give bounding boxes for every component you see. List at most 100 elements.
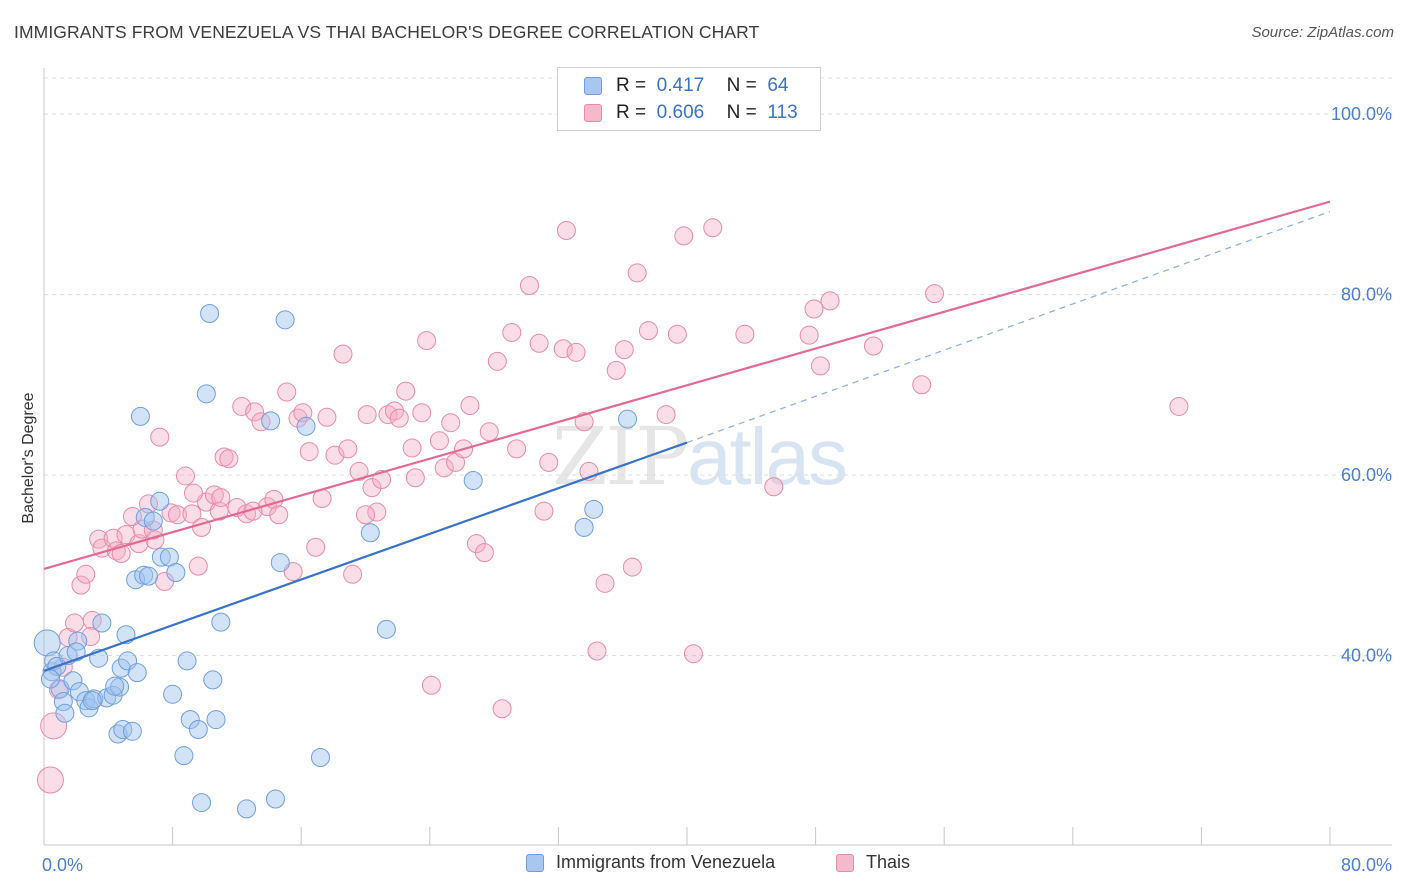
point-thais	[396, 381, 416, 401]
point-thais	[338, 439, 358, 459]
point-thais	[232, 396, 252, 416]
point-venezuela	[105, 676, 125, 696]
x-tick-label: 0.0%	[42, 855, 83, 875]
correlation-legend: R = 0.417 N = 64 R = 0.606 N = 113	[557, 67, 821, 131]
point-venezuela	[188, 719, 208, 739]
point-thais	[219, 449, 239, 469]
point-thais	[251, 412, 271, 432]
point-thais	[150, 427, 170, 447]
point-thais	[606, 360, 626, 380]
point-thais	[40, 712, 68, 740]
point-thais	[269, 505, 289, 525]
watermark: ZIPatlas	[552, 410, 848, 503]
grid-lines	[44, 77, 1392, 657]
point-thais	[378, 405, 398, 425]
point-thais	[529, 333, 549, 353]
legend-r-label: R =	[616, 75, 647, 96]
legend-swatch-venezuela	[526, 853, 544, 872]
legend-label-venezuela: Immigrants from Venezuela	[556, 852, 776, 872]
point-thais	[502, 322, 522, 342]
point-thais	[566, 342, 586, 362]
point-thais	[804, 299, 824, 319]
point-thais	[553, 339, 573, 359]
point-venezuela	[192, 793, 212, 813]
point-thais	[182, 504, 202, 524]
y-tick-label: 80.0%	[1341, 285, 1392, 305]
point-thais	[474, 543, 494, 563]
legend-swatch-thais	[584, 104, 602, 122]
point-venezuela	[151, 547, 171, 567]
point-thais	[211, 488, 231, 508]
y-tick-label: 40.0%	[1341, 646, 1392, 666]
legend-row-thais: R = 0.606 N = 113	[584, 101, 798, 125]
point-thais	[357, 405, 377, 425]
point-thais	[183, 483, 203, 503]
point-venezuela	[166, 562, 186, 582]
point-thais	[389, 408, 409, 428]
point-venezuela	[180, 710, 200, 730]
point-venezuela	[177, 651, 197, 671]
legend-swatch-venezuela	[584, 77, 602, 95]
point-thais	[349, 461, 369, 481]
point-venezuela	[265, 789, 285, 809]
watermark-atlas: atlas	[687, 412, 848, 501]
point-thais	[167, 505, 187, 525]
point-venezuela	[196, 384, 216, 404]
point-thais	[48, 680, 68, 700]
point-thais	[925, 284, 945, 304]
point-thais	[703, 218, 723, 238]
point-thais	[912, 375, 932, 395]
point-venezuela	[574, 517, 594, 537]
point-venezuela	[130, 406, 150, 426]
legend-r-label: R =	[616, 102, 647, 123]
y-tick-label: 60.0%	[1341, 465, 1392, 485]
point-thais	[429, 431, 449, 451]
point-venezuela	[113, 719, 133, 739]
y-tick-label: 100.0%	[1331, 104, 1392, 124]
trend-line-venezuela	[43, 441, 688, 672]
legend-r-value: 0.417	[656, 75, 705, 96]
point-thais	[627, 263, 647, 283]
point-thais	[245, 402, 265, 422]
point-thais	[421, 675, 441, 695]
point-thais	[188, 556, 208, 576]
point-thais	[1169, 396, 1189, 416]
legend-n-value: 64	[767, 75, 789, 96]
point-thais	[283, 562, 303, 582]
point-venezuela	[211, 612, 231, 632]
trend-lines	[43, 200, 1331, 672]
legend-item-thais[interactable]: Thais	[836, 852, 910, 873]
point-thais	[175, 466, 195, 486]
point-venezuela	[82, 691, 102, 711]
axes	[43, 68, 1392, 846]
series-legend: Immigrants from Venezuela Thais	[0, 852, 1406, 876]
point-thais	[622, 557, 642, 577]
point-venezuela	[138, 566, 158, 586]
point-thais	[196, 492, 216, 512]
point-thais	[299, 442, 319, 462]
point-thais	[799, 325, 819, 345]
point-venezuela	[310, 747, 330, 767]
point-venezuela	[261, 411, 281, 431]
point-thais	[405, 468, 425, 488]
legend-item-venezuela[interactable]: Immigrants from Venezuela	[526, 852, 775, 873]
point-thais	[317, 407, 337, 427]
point-thais	[441, 413, 461, 433]
point-venezuela	[122, 721, 142, 741]
legend-label-thais: Thais	[866, 852, 911, 872]
point-venezuela	[270, 553, 290, 573]
point-thais	[534, 501, 554, 521]
point-venezuela	[55, 703, 75, 723]
point-venezuela	[618, 409, 638, 429]
point-thais	[587, 641, 607, 661]
legend-row-venezuela: R = 0.417 N = 64	[584, 74, 788, 98]
point-thais	[820, 291, 840, 311]
point-thais	[638, 321, 658, 341]
point-thais	[412, 403, 432, 423]
point-thais	[539, 452, 559, 472]
series-venezuela-points	[33, 304, 638, 819]
chart-title: IMMIGRANTS FROM VENEZUELA VS THAI BACHEL…	[14, 22, 760, 42]
point-venezuela	[275, 310, 295, 330]
point-venezuela	[237, 799, 257, 819]
